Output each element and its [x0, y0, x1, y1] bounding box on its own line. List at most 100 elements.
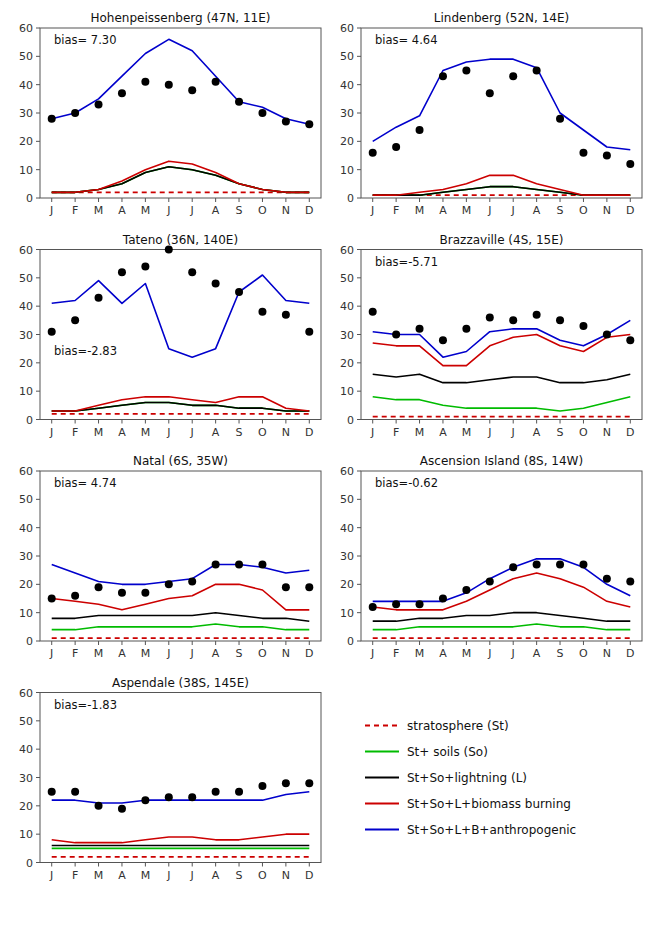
y-tick-label: 30: [340, 550, 354, 563]
x-tick-label: N: [282, 869, 290, 882]
series-line: [52, 848, 310, 850]
observation-point: [258, 308, 266, 316]
panel-title: Natal (6S, 35W): [133, 454, 228, 468]
observation-point: [188, 793, 196, 801]
x-tick-label: O: [579, 426, 588, 439]
y-tick-label: 40: [340, 79, 354, 92]
series-line: [52, 39, 310, 124]
x-tick: [192, 420, 193, 424]
x-tick-label: M: [462, 426, 472, 439]
observation-point: [603, 331, 611, 339]
y-tick-label: 10: [340, 607, 354, 620]
observation-point: [141, 78, 149, 86]
x-tick-label: J: [190, 647, 194, 660]
x-tick: [419, 198, 420, 202]
x-tick: [239, 198, 240, 202]
y-tick: [357, 471, 361, 472]
x-tick: [168, 863, 169, 867]
x-tick: [168, 198, 169, 202]
y-tick-label: 40: [19, 743, 33, 756]
panel: 0102030405060JFMAMJJASONDNatal (6S, 35W): [19, 454, 321, 660]
x-tick: [536, 198, 537, 202]
y-tick: [36, 499, 40, 500]
lines: [52, 39, 310, 192]
y-tick: [357, 641, 361, 642]
x-tick-label: A: [212, 426, 220, 439]
observation-point: [556, 316, 564, 324]
x-tick-label: A: [439, 647, 447, 660]
observation-point: [556, 561, 564, 569]
y-tick: [36, 113, 40, 114]
x-tick: [75, 641, 76, 645]
x-tick-label: O: [258, 869, 267, 882]
observation-point: [235, 561, 243, 569]
points: [48, 561, 314, 603]
y-tick-label: 0: [26, 192, 33, 205]
lines: [52, 275, 310, 414]
series-line: [373, 559, 631, 602]
bias-annotation: bias=-0.62: [375, 476, 438, 490]
observation-point: [71, 109, 79, 117]
x-tick-label: J: [487, 426, 491, 439]
observation-point: [305, 583, 313, 591]
x-tick-label: F: [72, 204, 78, 217]
x-tick: [192, 641, 193, 645]
x-tick-label: M: [415, 426, 425, 439]
x-tick-label: J: [511, 426, 515, 439]
legend-swatch: [365, 751, 399, 753]
x-tick: [630, 420, 631, 424]
observation-point: [118, 805, 126, 813]
y-tick-label: 50: [19, 493, 33, 506]
y-tick: [36, 556, 40, 557]
plot-frame: [40, 693, 321, 863]
x-tick-label: A: [118, 869, 126, 882]
y-tick-label: 10: [340, 385, 354, 398]
observation-point: [416, 126, 424, 134]
x-tick-label: S: [236, 869, 243, 882]
x-tick-label: N: [603, 204, 611, 217]
plot-frame: [361, 28, 642, 198]
x-tick-label: M: [94, 647, 104, 660]
y-tick: [357, 334, 361, 335]
legend-label: St+So+lightning (L): [407, 771, 527, 785]
series-line: [373, 416, 631, 418]
observation-point: [282, 118, 290, 126]
observation-point: [462, 325, 470, 333]
observation-point: [258, 782, 266, 790]
x-tick: [168, 641, 169, 645]
y-tick: [357, 527, 361, 528]
x-tick-label: M: [141, 869, 151, 882]
x-tick-label: M: [94, 869, 104, 882]
y-tick: [36, 56, 40, 57]
y-tick: [36, 169, 40, 170]
x-tick: [489, 198, 490, 202]
series-line: [52, 834, 310, 843]
y-tick-label: 50: [19, 272, 33, 285]
series-line: [373, 637, 631, 639]
observation-point: [282, 311, 290, 319]
series-line: [373, 175, 631, 195]
y-tick: [36, 84, 40, 85]
points: [369, 308, 635, 344]
x-tick-label: J: [370, 426, 374, 439]
x-tick: [489, 641, 490, 645]
points: [48, 246, 314, 336]
x-tick-label: D: [305, 426, 313, 439]
observation-point: [165, 793, 173, 801]
y-tick-label: 30: [19, 772, 33, 785]
y-tick: [36, 612, 40, 613]
y-tick-label: 20: [19, 135, 33, 148]
series-line: [52, 167, 310, 193]
x-tick: [372, 198, 373, 202]
observation-point: [95, 294, 103, 302]
observation-point: [95, 583, 103, 591]
observation-point: [118, 589, 126, 597]
x-tick: [419, 420, 420, 424]
x-tick: [396, 198, 397, 202]
observation-point: [462, 67, 470, 75]
y-tick: [36, 862, 40, 863]
x-tick-label: A: [212, 869, 220, 882]
x-tick-label: O: [258, 647, 267, 660]
observation-point: [118, 89, 126, 97]
y-tick: [357, 198, 361, 199]
